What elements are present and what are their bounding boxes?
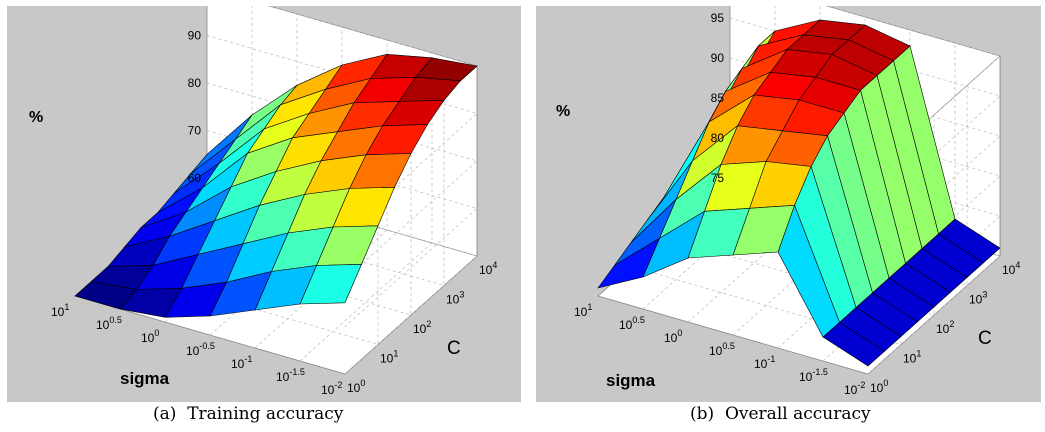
chart-panel-overall: 1009590858075%101100.5100100.510-110-1.5… (536, 6, 1041, 402)
tick-exponent: 0.5 (722, 341, 735, 351)
z-tick-label: 80 (711, 131, 725, 145)
sigma-tick-label: 101 (574, 302, 592, 319)
z-tick-label: 70 (188, 124, 202, 138)
tick-base: 10 (870, 381, 884, 395)
z-axis-label: % (556, 103, 570, 120)
tick-base: 10 (276, 370, 290, 384)
sigma-tick-label: 10-0.5 (186, 341, 215, 358)
tick-exponent: 1 (916, 349, 921, 359)
tick-base: 10 (446, 293, 460, 307)
c-tick-label: 101 (380, 349, 398, 366)
surface-mesh (597, 19, 1001, 367)
sigma-tick-label: 10-1 (754, 354, 775, 371)
tick-base: 10 (96, 318, 110, 332)
tick-base: 10 (141, 331, 155, 345)
tick-exponent: -1.5 (289, 367, 305, 377)
z-axis-label: % (29, 109, 43, 126)
tick-base: 10 (1002, 263, 1016, 277)
sigma-tick-label: 100.5 (619, 315, 645, 332)
c-tick-label: 102 (413, 319, 431, 336)
x-axis-label: sigma (606, 371, 656, 390)
tick-base: 10 (754, 357, 768, 371)
tick-base: 10 (799, 370, 813, 384)
tick-exponent: -2 (334, 380, 342, 390)
z-tick-label: 75 (711, 171, 725, 185)
sigma-tick-label: 10-2 (321, 380, 342, 397)
sigma-tick-label: 10-1 (231, 354, 252, 371)
sigma-tick-label: 100 (664, 328, 682, 345)
z-tick-label: 90 (188, 29, 202, 43)
sigma-tick-label: 10-1.5 (799, 367, 828, 384)
tick-base: 10 (844, 383, 858, 397)
z-tick-label: 85 (711, 91, 725, 105)
tick-base: 10 (709, 344, 723, 358)
sigma-tick-label: 101 (51, 302, 69, 319)
c-tick-label: 101 (903, 349, 921, 366)
tick-exponent: 0 (154, 328, 159, 338)
surface-mesh (74, 53, 478, 318)
tick-exponent: -1 (244, 354, 252, 364)
tick-base: 10 (969, 293, 983, 307)
tick-base: 10 (664, 331, 678, 345)
surface-face (597, 237, 661, 289)
tick-exponent: -0.5 (199, 341, 215, 351)
tick-base: 10 (574, 305, 588, 319)
sigma-tick-label: 100.5 (96, 315, 122, 332)
tick-base: 10 (380, 352, 394, 366)
x-axis-label: sigma (120, 369, 170, 388)
tick-base: 10 (186, 344, 200, 358)
tick-exponent: 1 (393, 349, 398, 359)
tick-base: 10 (936, 322, 950, 336)
tick-exponent: 1 (64, 302, 69, 312)
tick-exponent: 4 (1015, 260, 1020, 270)
tick-exponent: -1 (767, 354, 775, 364)
sigma-tick-label: 100 (141, 328, 159, 345)
tick-base: 10 (619, 318, 633, 332)
surface-plot-overall: 1009590858075%101100.5100100.510-110-1.5… (556, 6, 1020, 397)
tick-exponent: 1 (587, 302, 592, 312)
z-tick-label: 95 (711, 11, 725, 25)
surface-plot-training: 10090807060%101100.510010-0.510-110-1.51… (29, 6, 497, 397)
tick-exponent: 0 (883, 378, 888, 388)
tick-exponent: 0.5 (109, 315, 122, 325)
caption-overall: (b) Overall accuracy (690, 404, 871, 424)
caption-training: (a) Training accuracy (153, 404, 344, 424)
c-tick-label: 103 (446, 290, 464, 307)
c-tick-label: 104 (1002, 260, 1020, 277)
tick-base: 10 (903, 352, 917, 366)
tick-exponent: 0.5 (632, 315, 645, 325)
chart-panel-training: 10090807060%101100.510010-0.510-110-1.51… (7, 6, 521, 402)
c-tick-label: 100 (347, 378, 365, 395)
y-axis-label: C (978, 328, 992, 349)
tick-base: 10 (321, 383, 335, 397)
tick-base: 10 (231, 357, 245, 371)
surface-face (74, 280, 138, 310)
tick-exponent: 3 (459, 290, 464, 300)
tick-exponent: 2 (426, 319, 431, 329)
z-tick-label: 60 (188, 171, 202, 185)
c-tick-label: 103 (969, 290, 987, 307)
sigma-tick-label: 100.5 (709, 341, 735, 358)
tick-exponent: 4 (492, 260, 497, 270)
tick-base: 10 (347, 381, 361, 395)
tick-exponent: -2 (857, 380, 865, 390)
tick-base: 10 (51, 305, 65, 319)
tick-exponent: 0 (360, 378, 365, 388)
tick-exponent: 3 (982, 290, 987, 300)
y-axis-label: C (447, 338, 461, 359)
tick-exponent: -1.5 (812, 367, 828, 377)
c-tick-label: 100 (870, 378, 888, 395)
c-tick-label: 104 (479, 260, 497, 277)
grid-line-c (696, 85, 968, 286)
sigma-tick-label: 10-1.5 (276, 367, 305, 384)
tick-base: 10 (479, 263, 493, 277)
tick-exponent: 2 (949, 319, 954, 329)
c-tick-label: 102 (936, 319, 954, 336)
z-tick-label: 90 (711, 51, 725, 65)
tick-base: 10 (413, 322, 427, 336)
tick-exponent: 0 (677, 328, 682, 338)
z-tick-label: 80 (188, 76, 202, 90)
sigma-tick-label: 10-2 (844, 380, 865, 397)
